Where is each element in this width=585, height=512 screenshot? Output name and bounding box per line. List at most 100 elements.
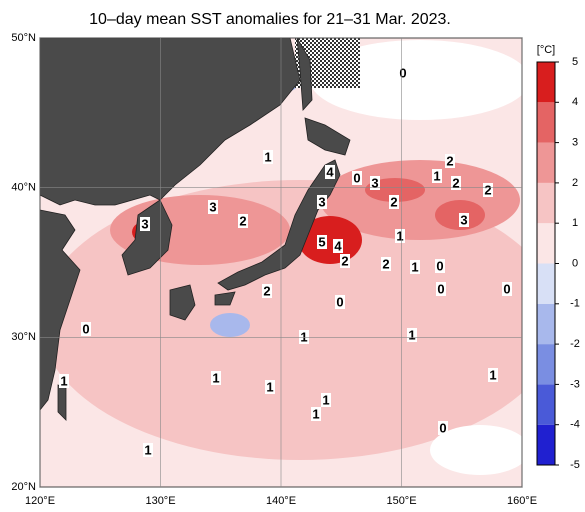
contour-label: 0 bbox=[336, 294, 343, 309]
contour-label: 0 bbox=[436, 258, 443, 273]
colorbar: [°C] 5 4 3 2 1 0 -1 -2 -3 -4 -5 bbox=[536, 44, 580, 471]
label-bg bbox=[59, 374, 69, 388]
label-bg bbox=[263, 150, 273, 164]
contour-label: 1 bbox=[312, 406, 319, 421]
contour-label: 2 bbox=[382, 256, 389, 271]
label-bg bbox=[335, 295, 345, 309]
contour-label: 1 bbox=[60, 373, 67, 388]
label-bg bbox=[502, 282, 512, 296]
colorbar-swatch bbox=[537, 102, 555, 143]
colorbar-tick-label: 2 bbox=[572, 177, 578, 189]
contour-label: 1 bbox=[489, 367, 496, 382]
colorbar-tick-label: -5 bbox=[570, 459, 580, 471]
colorbar-swatch bbox=[537, 424, 555, 465]
label-bg bbox=[211, 371, 221, 385]
label-bg bbox=[459, 213, 469, 227]
map-area bbox=[40, 38, 522, 487]
label-bg bbox=[352, 171, 362, 185]
contour-label: 0 bbox=[503, 281, 510, 296]
contour-label: 1 bbox=[266, 379, 273, 394]
label-bg bbox=[410, 260, 420, 274]
colorbar-swatch bbox=[537, 303, 555, 345]
contour-label: 1 bbox=[411, 259, 418, 274]
contour-label: 4 bbox=[334, 238, 342, 253]
contour-label: 1 bbox=[212, 370, 219, 385]
contour-label: 2 bbox=[484, 182, 491, 197]
label-bg bbox=[451, 176, 461, 190]
label-bg bbox=[208, 200, 218, 214]
contour-label: 0 bbox=[353, 170, 360, 185]
colorbar-swatch bbox=[537, 62, 555, 103]
lat-tick-label: 50°N bbox=[11, 32, 36, 44]
label-bg bbox=[262, 284, 272, 298]
colorbar-tick-label: 5 bbox=[572, 56, 578, 68]
label-bg bbox=[389, 195, 399, 209]
label-bg bbox=[435, 259, 445, 273]
contour-label: 2 bbox=[239, 213, 246, 228]
contour-label: 0 bbox=[439, 420, 446, 435]
contour-label: 2 bbox=[390, 194, 397, 209]
lon-tick-label: 160°E bbox=[507, 495, 537, 507]
colorbar-swatch bbox=[537, 384, 555, 425]
colorbar-unit: [°C] bbox=[537, 44, 555, 56]
label-bg bbox=[325, 165, 335, 179]
contour-label: 3 bbox=[371, 175, 378, 190]
lon-tick-label: 150°E bbox=[386, 495, 416, 507]
label-bg bbox=[140, 217, 150, 231]
colorbar-tick-label: -1 bbox=[570, 298, 580, 310]
label-bg bbox=[299, 330, 309, 344]
colorbar-tick-label: -2 bbox=[570, 338, 580, 350]
contour-label: 2 bbox=[341, 253, 348, 268]
label-bg bbox=[321, 393, 331, 407]
contour-label: 0 bbox=[437, 281, 444, 296]
label-bg bbox=[438, 421, 448, 435]
colorbar-tick-label: -4 bbox=[570, 419, 580, 431]
label-bg bbox=[370, 176, 380, 190]
contour-label: 1 bbox=[433, 168, 440, 183]
label-bg bbox=[238, 214, 248, 228]
colorbar-tick-label: 4 bbox=[572, 96, 578, 108]
label-bg bbox=[381, 257, 391, 271]
label-bg bbox=[483, 183, 493, 197]
label-bg bbox=[340, 254, 350, 268]
label-bg bbox=[81, 322, 91, 336]
colorbar-swatch bbox=[537, 344, 555, 385]
colorbar-swatch bbox=[537, 182, 555, 224]
lon-tick-label: 120°E bbox=[25, 495, 55, 507]
contour-label: 1 bbox=[396, 228, 403, 243]
label-bg bbox=[407, 328, 417, 342]
label-bg bbox=[265, 380, 275, 394]
colorbar-tick-label: -3 bbox=[570, 378, 580, 390]
label-bg bbox=[432, 169, 442, 183]
label-bg bbox=[317, 235, 327, 249]
label-bg bbox=[143, 443, 153, 457]
label-bg bbox=[436, 282, 446, 296]
contour-label: 5 bbox=[318, 234, 325, 249]
contour-label: 3 bbox=[318, 194, 325, 209]
colorbar-swatch bbox=[537, 263, 555, 304]
axes: 120°E 130°E 140°E 150°E 160°E 20°N 30°N 40°N 50°… bbox=[11, 32, 537, 507]
contour-label: 1 bbox=[322, 392, 329, 407]
label-bg bbox=[488, 368, 498, 382]
contour-label: 2 bbox=[446, 153, 453, 168]
label-bg bbox=[317, 195, 327, 209]
label-bg bbox=[311, 407, 321, 421]
contour-label: 1 bbox=[300, 329, 307, 344]
colorbar-tick-label: 3 bbox=[572, 137, 578, 149]
colorbar-swatch bbox=[537, 142, 555, 183]
lat-tick-label: 20°N bbox=[11, 481, 36, 493]
contour-label: 1 bbox=[408, 327, 415, 342]
label-bg bbox=[445, 154, 455, 168]
contour-label: 1 bbox=[144, 442, 151, 457]
colorbar-tick-label: 1 bbox=[572, 217, 578, 229]
lon-tick-label: 140°E bbox=[266, 495, 296, 507]
contour-label: 1 bbox=[264, 149, 271, 164]
contour-label: 3 bbox=[141, 216, 148, 231]
lat-tick-label: 40°N bbox=[11, 182, 36, 194]
contour-label: 0 bbox=[399, 65, 406, 80]
label-bg bbox=[395, 229, 405, 243]
contour-label: 2 bbox=[263, 283, 270, 298]
contour-label: 4 bbox=[326, 164, 334, 179]
